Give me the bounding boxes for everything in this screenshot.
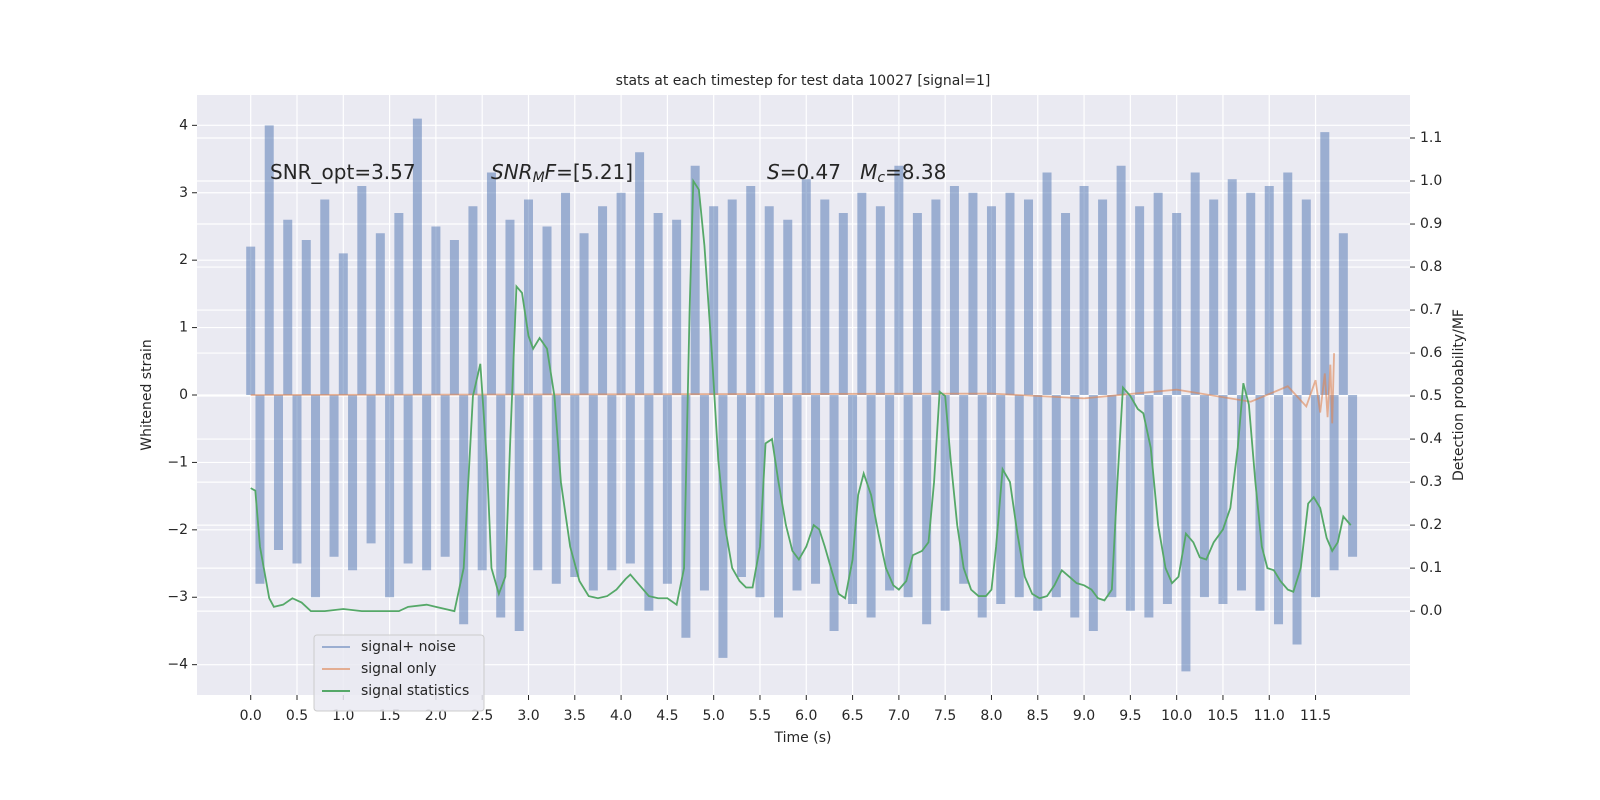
y2-tick-label: 1.0	[1420, 173, 1442, 189]
annotation-part: SNR	[491, 160, 533, 184]
annotation-part: S	[767, 160, 780, 184]
x-tick-label: 5.0	[703, 708, 725, 724]
series-line	[250, 178, 1352, 613]
y2-tick-label: 0.9	[1420, 216, 1442, 232]
x-tick-label: 2.0	[425, 708, 447, 724]
x-tick-label: 3.5	[564, 708, 586, 724]
annotation-part: c	[877, 170, 885, 186]
x-tick-label: 8.0	[980, 708, 1002, 724]
y2-tick-label: 0.1	[1420, 560, 1442, 576]
y-tick-label: −2	[167, 522, 188, 538]
y-tick-label: −4	[167, 657, 188, 673]
y-tick-label: 4	[179, 117, 188, 133]
x-tick-label: 4.0	[610, 708, 632, 724]
y2-tick-label: 0.3	[1420, 474, 1442, 490]
y-tick-label: 1	[179, 320, 188, 336]
x-tick-label: 10.0	[1161, 708, 1192, 724]
y2-axis-label: Detection probability/MF	[1451, 309, 1467, 481]
annotation: SNR_opt=3.57	[270, 160, 416, 184]
x-tick-label: 3.0	[517, 708, 539, 724]
x-tick-label: 9.0	[1073, 708, 1095, 724]
x-tick-label: 7.0	[888, 708, 910, 724]
x-tick-label: 0.5	[286, 708, 308, 724]
x-tick-label: 6.5	[841, 708, 863, 724]
y-tick-label: −3	[167, 589, 188, 605]
legend-label: signal only	[361, 661, 436, 677]
y2-tick-label: 0.5	[1420, 388, 1442, 404]
series-line	[250, 353, 1335, 424]
annotation-part: M	[533, 170, 545, 186]
legend-label: signal+ noise	[361, 639, 456, 655]
y-tick-label: 3	[179, 185, 188, 201]
x-tick-label: 0.0	[240, 708, 262, 724]
x-axis-label: Time (s)	[774, 730, 832, 746]
y2-tick-label: 1.1	[1420, 130, 1442, 146]
annotation-part: F	[545, 160, 557, 184]
y-tick-label: −1	[167, 454, 188, 470]
x-tick-label: 5.5	[749, 708, 771, 724]
annotation-part: M	[860, 160, 877, 184]
y-axis-label: Whitened strain	[139, 339, 155, 450]
y-tick-label: 2	[179, 252, 188, 268]
x-tick-label: 9.5	[1119, 708, 1141, 724]
annotation-part: SNR_opt=3.57	[270, 160, 416, 184]
chart-title: stats at each timestep for test data 100…	[616, 73, 991, 89]
x-tick-label: 4.5	[656, 708, 678, 724]
x-tick-label: 1.0	[332, 708, 354, 724]
x-tick-label: 7.5	[934, 708, 956, 724]
y2-tick-label: 0.7	[1420, 302, 1442, 318]
annotation: SNRMF=[5.21]	[491, 160, 633, 187]
x-tick-label: 8.5	[1027, 708, 1049, 724]
legend-label: signal statistics	[361, 683, 469, 699]
y-tick-label: 0	[179, 387, 188, 403]
legend-box	[313, 634, 485, 712]
annotation-part: =[5.21]	[556, 160, 633, 184]
x-tick-label: 6.0	[795, 708, 817, 724]
x-tick-label: 11.5	[1300, 708, 1331, 724]
x-tick-label: 2.5	[471, 708, 493, 724]
y2-tick-label: 0.6	[1420, 345, 1442, 361]
annotation: S=0.47 Mc=8.38	[767, 160, 946, 187]
annotation-part: =8.38	[885, 160, 946, 184]
y2-tick-label: 0.8	[1420, 259, 1442, 275]
y2-tick-label: 0.4	[1420, 431, 1442, 447]
y2-tick-label: 0.0	[1420, 603, 1442, 619]
x-tick-label: 1.5	[378, 708, 400, 724]
x-tick-label: 10.5	[1207, 708, 1238, 724]
y2-tick-label: 0.2	[1420, 517, 1442, 533]
x-tick-label: 11.0	[1254, 708, 1285, 724]
annotation-part: =0.47	[780, 160, 860, 184]
